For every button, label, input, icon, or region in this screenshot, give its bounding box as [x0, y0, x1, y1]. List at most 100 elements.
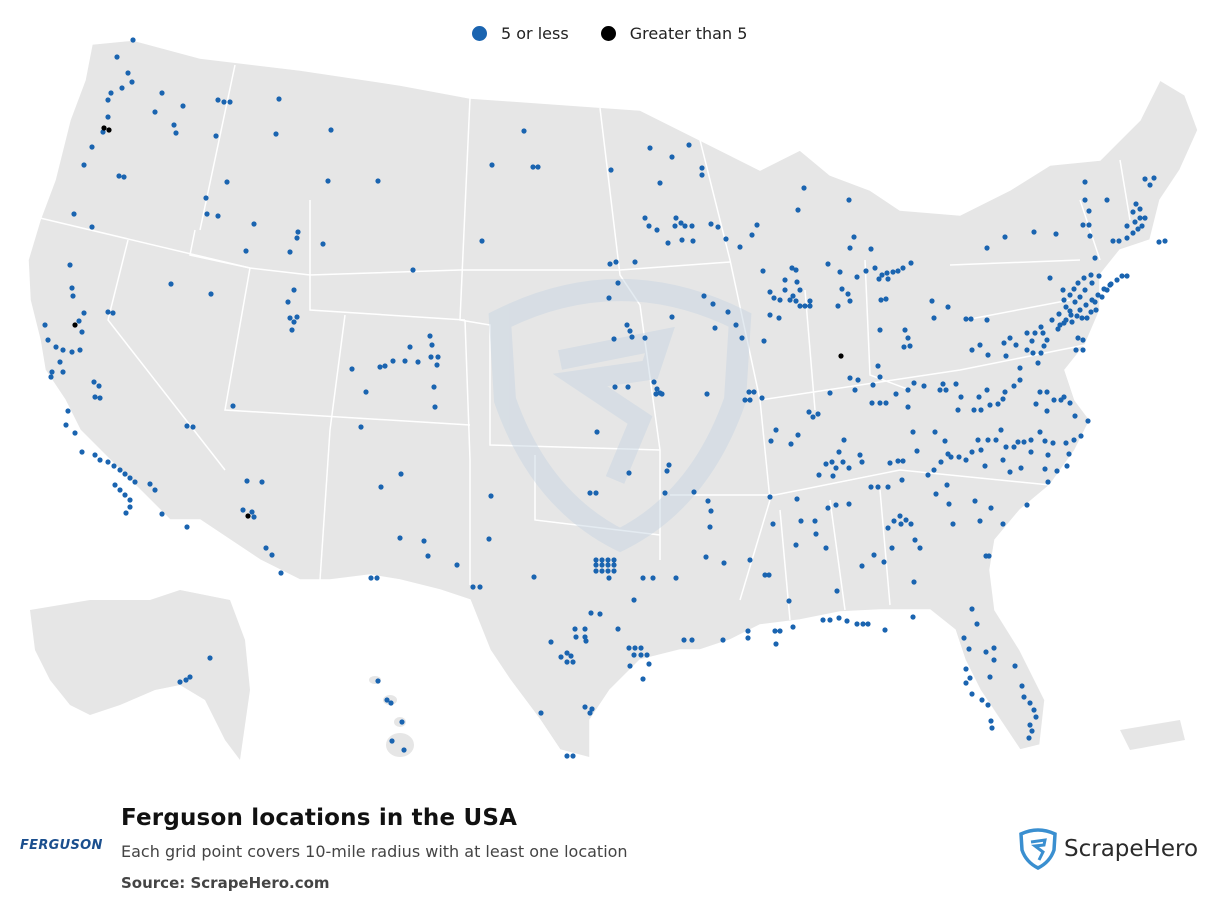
location-dot [772, 628, 778, 634]
location-dot [708, 221, 714, 227]
location-dot [859, 563, 865, 569]
location-dot [117, 467, 123, 473]
location-dot [647, 145, 653, 151]
location-dot [538, 710, 544, 716]
location-dot [428, 354, 434, 360]
location-dot [1017, 365, 1023, 371]
location-dot [429, 342, 435, 348]
location-dot [599, 562, 605, 568]
location-dot [767, 312, 773, 318]
location-dot [1071, 286, 1077, 292]
location-dot [1007, 469, 1013, 475]
location-dot [1086, 222, 1092, 228]
location-dot [244, 478, 250, 484]
location-dot [895, 458, 901, 464]
location-dot [1114, 277, 1120, 283]
location-dot [887, 460, 893, 466]
location-dot [870, 382, 876, 388]
location-dot [402, 358, 408, 364]
location-dot [720, 637, 726, 643]
location-dot [646, 223, 652, 229]
location-dot [1124, 235, 1130, 241]
location-dot [384, 697, 390, 703]
location-dot [810, 414, 816, 420]
location-dot [975, 437, 981, 443]
location-dot [221, 99, 227, 105]
location-dot [877, 374, 883, 380]
location-dot [963, 666, 969, 672]
location-dot [662, 490, 668, 496]
location-dot [801, 185, 807, 191]
location-dot [613, 259, 619, 265]
location-dot [944, 482, 950, 488]
location-dot [486, 536, 492, 542]
location-dot [644, 652, 650, 658]
location-dot [770, 521, 776, 527]
location-dot [1079, 315, 1085, 321]
location-dot [827, 617, 833, 623]
location-dot [971, 407, 977, 413]
location-dot-high [101, 125, 107, 131]
location-dot [1033, 714, 1039, 720]
location-dot [969, 347, 975, 353]
location-dot [97, 395, 103, 401]
location-dot [654, 227, 660, 233]
location-dot [998, 427, 1004, 433]
location-dot [587, 710, 593, 716]
location-dot [911, 380, 917, 386]
location-dot [81, 310, 87, 316]
location-dot [840, 459, 846, 465]
location-dot [679, 237, 685, 243]
location-dot [983, 649, 989, 655]
location-dot [786, 598, 792, 604]
location-dot [615, 626, 621, 632]
location-dot [1050, 440, 1056, 446]
location-dot [289, 327, 295, 333]
location-dot [872, 265, 878, 271]
location-dot [1007, 335, 1013, 341]
location-dot [777, 297, 783, 303]
location-dot [987, 674, 993, 680]
location-dot [747, 397, 753, 403]
location-dot [521, 128, 527, 134]
location-dot [681, 637, 687, 643]
location-dot [902, 327, 908, 333]
location-dot [885, 276, 891, 282]
location-dot [673, 575, 679, 581]
source-value: ScrapeHero.com [190, 874, 330, 892]
location-dot [699, 165, 705, 171]
location-dot [1000, 396, 1006, 402]
location-dot [1151, 175, 1157, 181]
location-dot [1066, 451, 1072, 457]
location-dot [967, 675, 973, 681]
location-dot [925, 472, 931, 478]
location-dot [625, 384, 631, 390]
location-dot [793, 542, 799, 548]
location-dot [795, 207, 801, 213]
location-dot [827, 390, 833, 396]
location-dot [855, 377, 861, 383]
location-dot [112, 482, 118, 488]
location-dot [977, 342, 983, 348]
location-dot [974, 621, 980, 627]
location-dot [742, 397, 748, 403]
location-dot [69, 285, 75, 291]
location-dot [723, 236, 729, 242]
location-dot [929, 298, 935, 304]
location-dot [659, 391, 665, 397]
location-dot [377, 364, 383, 370]
location-dot [116, 173, 122, 179]
location-dot [215, 213, 221, 219]
location-dot [171, 122, 177, 128]
location-dot [963, 680, 969, 686]
location-dot [69, 349, 75, 355]
location-dot [782, 287, 788, 293]
location-dot [746, 389, 752, 395]
location-dot [111, 463, 117, 469]
location-dot [1001, 340, 1007, 346]
location-dot [766, 572, 772, 578]
location-dot [1089, 297, 1095, 303]
location-dot [905, 335, 911, 341]
location-dot [631, 652, 637, 658]
location-dot [1027, 700, 1033, 706]
